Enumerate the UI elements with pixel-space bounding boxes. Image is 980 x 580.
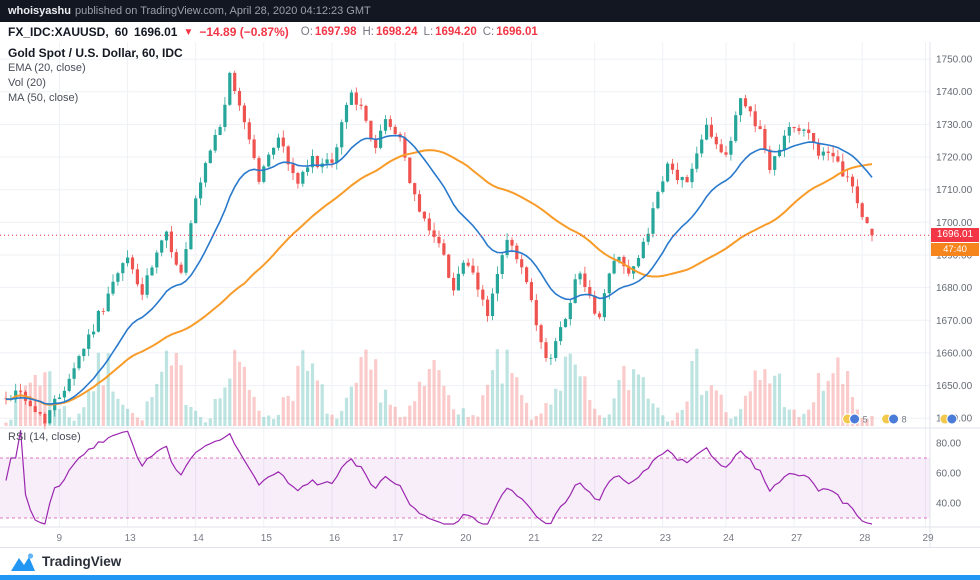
svg-text:1700.00: 1700.00 (936, 218, 973, 229)
svg-text:27: 27 (791, 533, 803, 544)
publisher-username: whoisyashu (8, 5, 71, 17)
open-value: 1697.98 (314, 26, 357, 38)
price-change: −14.89 (−0.87%) (199, 25, 289, 39)
svg-text:60.00: 60.00 (936, 469, 961, 480)
chart-area[interactable]: 1750.00 1740.00 1730.00 1720.00 1710.00 1700.… (0, 42, 980, 547)
svg-text:1730.00: 1730.00 (936, 120, 973, 131)
bottom-accent-strip (0, 575, 980, 580)
svg-text:23: 23 (660, 533, 672, 544)
symbol-info-bar: FX_IDC:XAUUSD, 60 1696.01 ▼ −14.89 (−0.8… (0, 22, 980, 42)
ohlc-group: O: 1697.98 H: 1698.24 L: 1694.20 C: 1696… (301, 26, 538, 38)
svg-text:1660.00: 1660.00 (936, 348, 973, 359)
symbol-name[interactable]: FX_IDC:XAUUSD, (8, 25, 109, 39)
publish-info-text: published on TradingView.com, April 28, … (74, 5, 371, 17)
svg-text:16: 16 (329, 533, 341, 544)
close-label: C: (482, 26, 495, 38)
low-label: L: (423, 26, 434, 38)
last-price: 1696.01 (134, 25, 178, 39)
svg-text:80.00: 80.00 (936, 439, 961, 450)
svg-text:1750.00: 1750.00 (936, 55, 973, 66)
publish-info-bar: whoisyashu published on TradingView.com, … (0, 0, 980, 22)
svg-text:22: 22 (592, 533, 604, 544)
svg-text:29: 29 (923, 533, 935, 544)
svg-text:21: 21 (528, 533, 540, 544)
open-label: O: (300, 26, 313, 38)
svg-text:1710.00: 1710.00 (936, 185, 973, 196)
svg-text:15: 15 (261, 533, 273, 544)
svg-text:8: 8 (902, 415, 907, 425)
high-value: 1698.24 (375, 26, 418, 38)
svg-text:17: 17 (392, 533, 404, 544)
close-value: 1696.01 (496, 26, 538, 38)
svg-text:1670.00: 1670.00 (936, 316, 973, 327)
footer-bar: TradingView (0, 547, 980, 575)
bar-countdown-badge: 47:40 (931, 243, 979, 256)
rsi-legend[interactable]: RSI (14, close) (8, 431, 81, 443)
svg-text:5: 5 (863, 415, 868, 425)
svg-text:1680.00: 1680.00 (936, 283, 973, 294)
tradingview-brand-text[interactable]: TradingView (42, 554, 122, 569)
svg-text:1690.00: 1690.00 (936, 251, 973, 262)
svg-text:13: 13 (125, 533, 137, 544)
svg-text:24: 24 (723, 533, 735, 544)
svg-text:14: 14 (193, 533, 205, 544)
svg-text:28: 28 (859, 533, 871, 544)
high-label: H: (362, 26, 374, 38)
down-arrow-icon: ▼ (183, 26, 194, 38)
current-price-badge: 1696.01 (931, 228, 979, 242)
svg-text:1650.00: 1650.00 (936, 381, 973, 392)
svg-text:20: 20 (460, 533, 472, 544)
svg-text:1740.00: 1740.00 (936, 87, 973, 98)
svg-text:9: 9 (57, 533, 63, 544)
tradingview-logo-icon[interactable] (10, 552, 36, 572)
svg-text:1720.00: 1720.00 (936, 153, 973, 164)
low-value: 1694.20 (435, 26, 477, 38)
price-chart-canvas[interactable]: 1750.001740.001730.001720.001710.001700.… (0, 42, 980, 547)
interval-value[interactable]: 60 (114, 25, 129, 39)
svg-text:40.00: 40.00 (936, 499, 961, 510)
